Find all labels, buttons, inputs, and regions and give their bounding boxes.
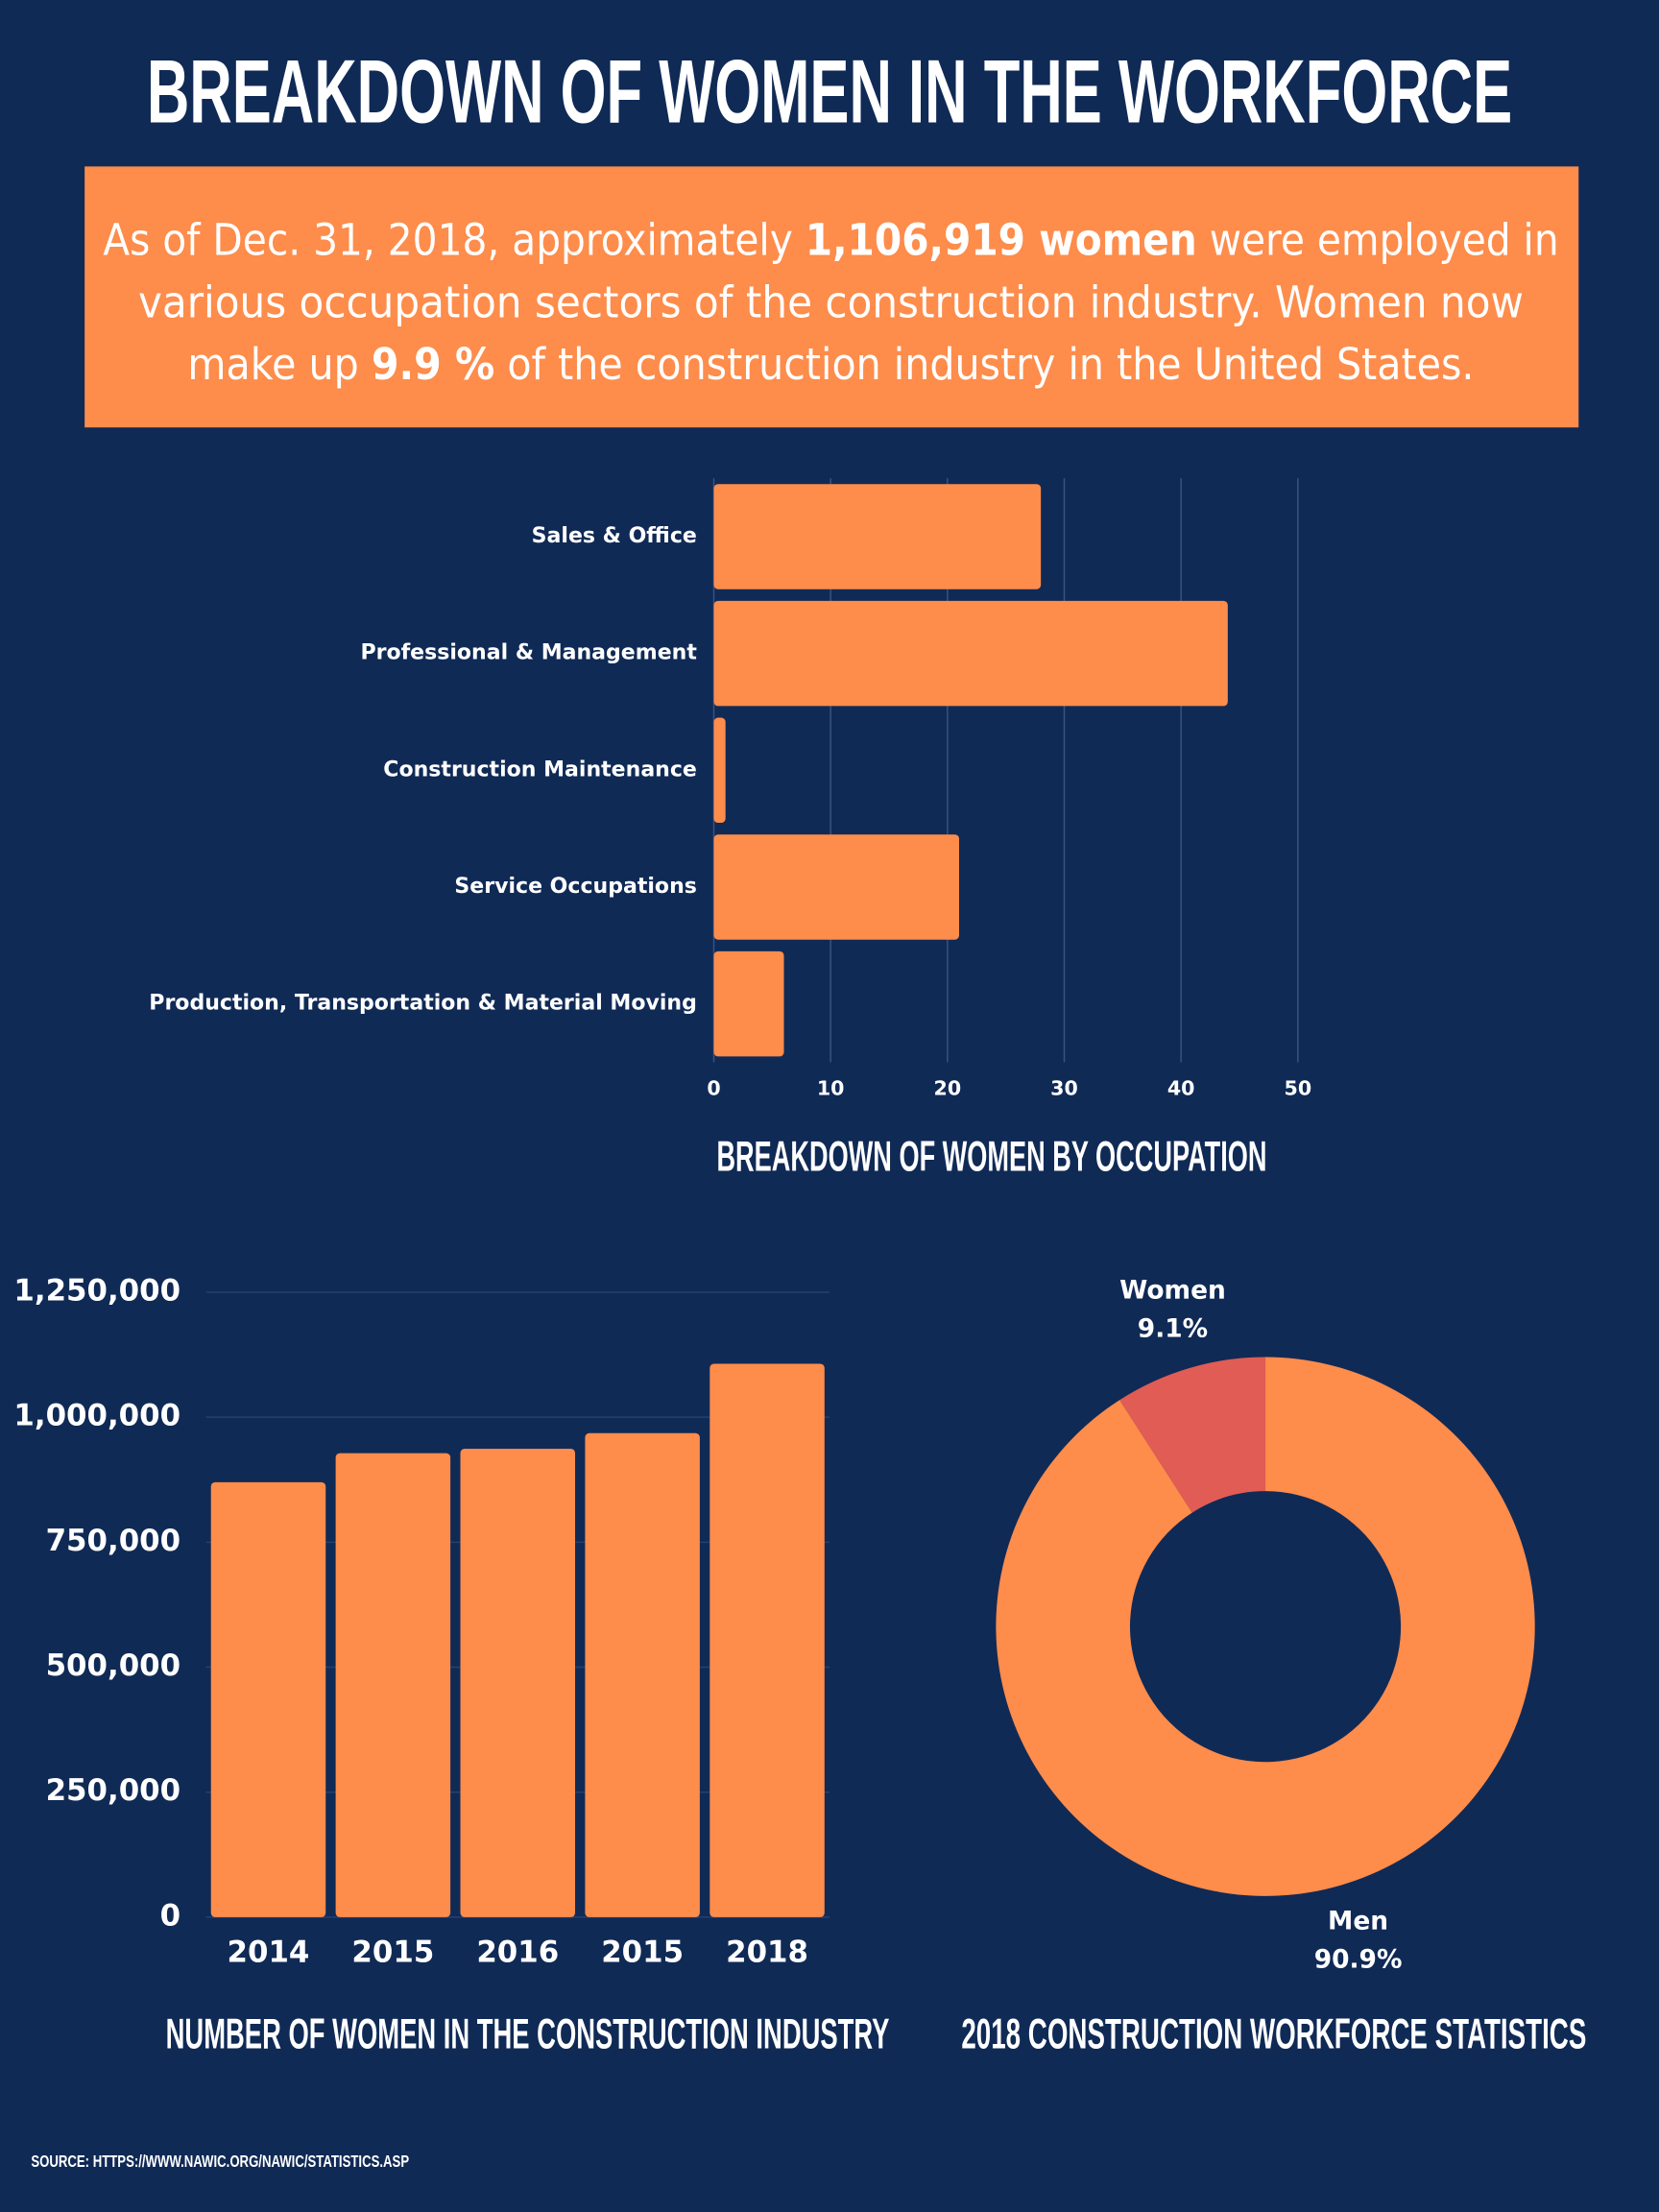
y-tick-label: 0: [160, 1898, 180, 1933]
intro-emphasis: 1,106,919 women: [805, 214, 1197, 265]
intro-text: various occupation sectors of the constr…: [138, 276, 1524, 327]
intro-text: As of Dec. 31, 2018, approximately: [103, 214, 805, 265]
intro-emphasis: 9.9 %: [372, 339, 494, 390]
x-tick-label: 30: [1050, 1076, 1078, 1099]
x-tick-label: 2015: [601, 1936, 684, 1970]
source: SOURCE: HTTPS://WWW.NAWIC.ORG/NAWIC/STAT…: [31, 2152, 409, 2171]
intro-line: make up 9.9 % of the construction indust…: [187, 339, 1474, 390]
slice-name: Women: [1119, 1276, 1226, 1306]
intro-text: of the construction industry in the Unit…: [494, 339, 1474, 390]
y-tick-label: 1,000,000: [13, 1399, 180, 1433]
chart-title: NUMBER OF WOMEN IN THE CONSTRUCTION INDU…: [166, 2010, 890, 2057]
bar: [585, 1432, 700, 1917]
slice-value: 9.1%: [1138, 1313, 1208, 1343]
category-label: Production, Transportation & Material Mo…: [149, 992, 697, 1016]
y-tick-label: 500,000: [46, 1648, 180, 1683]
bar: [335, 1453, 451, 1917]
chart-title: 2018 CONSTRUCTION WORKFORCE STATISTICS: [961, 2010, 1586, 2057]
y-tick-label: 750,000: [46, 1524, 180, 1558]
chart-title: BREAKDOWN OF WOMEN BY OCCUPATION: [716, 1133, 1266, 1180]
x-tick-label: 20: [934, 1076, 962, 1099]
intro-text: were employed in: [1197, 214, 1559, 265]
bar: [713, 834, 960, 940]
x-tick-label: 10: [817, 1076, 845, 1099]
donut-slice: [1119, 1357, 1266, 1513]
intro-line: As of Dec. 31, 2018, approximately 1,106…: [103, 214, 1558, 265]
bar: [713, 484, 1042, 589]
bar: [713, 600, 1228, 707]
bar: [210, 1481, 326, 1917]
bar: [460, 1448, 576, 1917]
x-tick-label: 0: [707, 1076, 720, 1099]
category-label: Service Occupations: [454, 875, 696, 899]
x-tick-label: 2014: [228, 1936, 310, 1970]
category-label: Construction Maintenance: [383, 757, 697, 781]
y-tick-label: 250,000: [46, 1773, 180, 1808]
x-tick-label: 40: [1167, 1076, 1195, 1099]
x-tick-label: 50: [1285, 1076, 1312, 1099]
x-tick-label: 2016: [476, 1936, 559, 1970]
y-tick-label: 1,250,000: [13, 1273, 180, 1308]
intro-line: various occupation sectors of the constr…: [138, 276, 1524, 327]
bar: [709, 1363, 825, 1917]
slice-name: Men: [1328, 1907, 1388, 1936]
bar: [713, 717, 726, 824]
bar: [713, 950, 784, 1057]
category-label: Professional & Management: [360, 641, 697, 665]
intro-box: [84, 166, 1579, 428]
page-title: BREAKDOWN OF WOMEN IN THE WORKFORCE: [147, 41, 1512, 142]
intro-text: make up: [187, 339, 371, 390]
category-label: Sales & Office: [532, 524, 697, 548]
donut-slice: [996, 1357, 1535, 1896]
slice-value: 90.9%: [1314, 1944, 1403, 1974]
x-tick-label: 2018: [726, 1936, 808, 1970]
x-tick-label: 2015: [351, 1936, 434, 1970]
